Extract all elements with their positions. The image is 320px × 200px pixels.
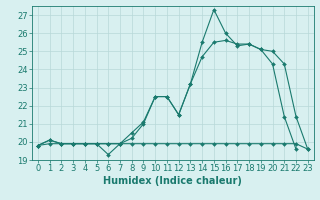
X-axis label: Humidex (Indice chaleur): Humidex (Indice chaleur) <box>103 176 242 186</box>
